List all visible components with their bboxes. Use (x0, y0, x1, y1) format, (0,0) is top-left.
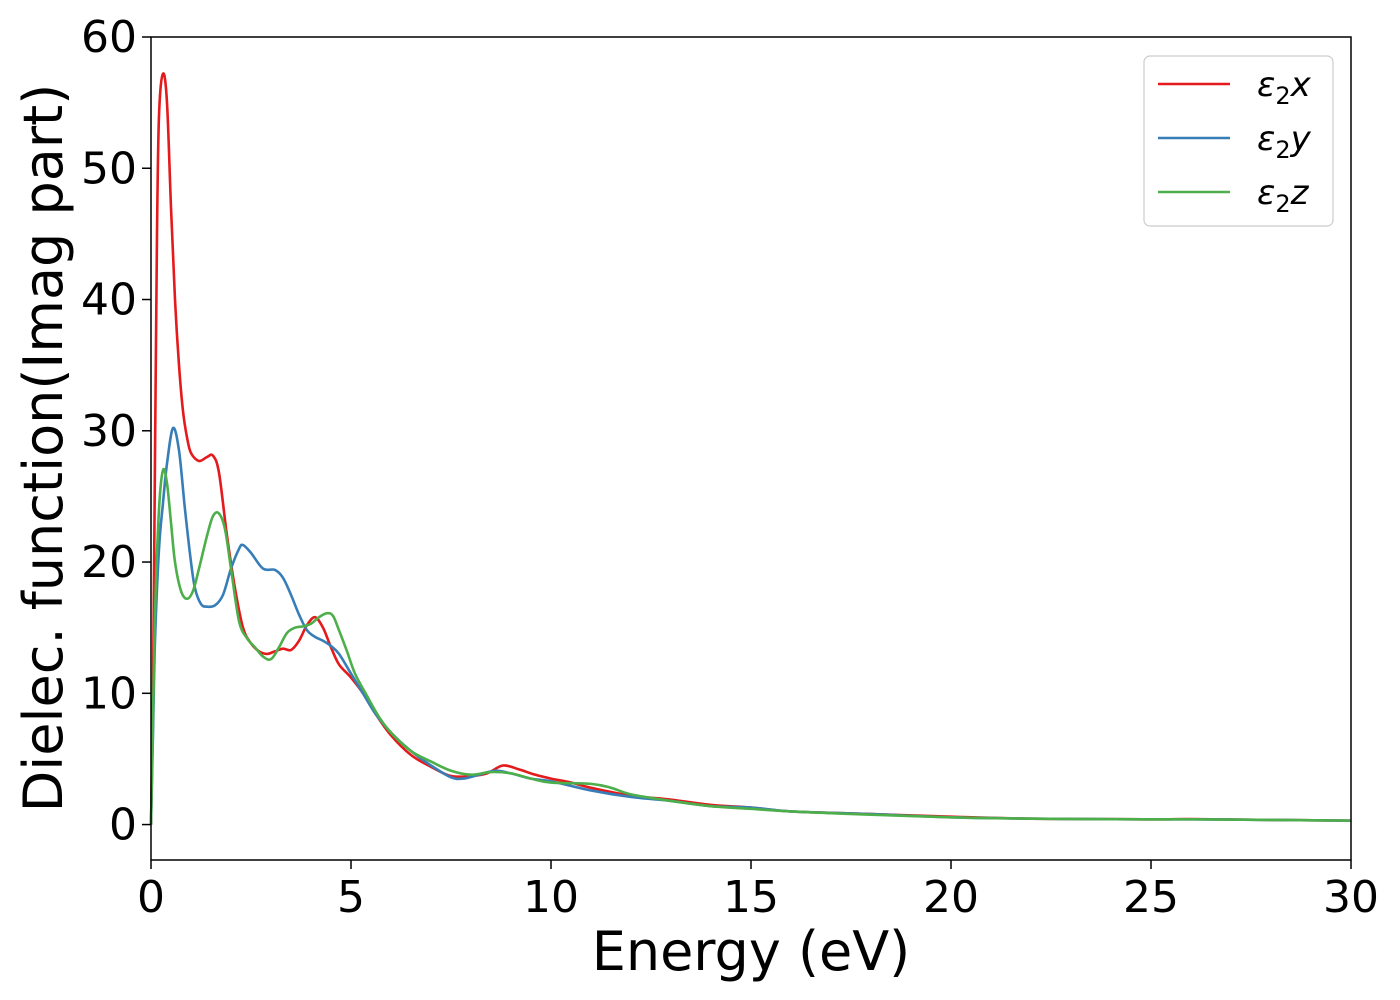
x-axis-ticks: 0 5 10 15 20 25 30 (137, 860, 1379, 923)
y-axis-ticks: 0 10 20 30 40 50 60 (81, 12, 151, 851)
legend: ε2x ε2y ε2z (1143, 55, 1334, 227)
y-tick-label: 60 (81, 12, 137, 63)
y-tick-label: 20 (81, 537, 137, 588)
x-tick-label: 15 (723, 872, 779, 923)
y-tick-label: 50 (81, 143, 137, 194)
series-layer (149, 72, 1352, 825)
y-tick-label: 40 (81, 275, 137, 326)
y-tick-label: 30 (81, 406, 137, 457)
x-tick-label: 5 (337, 872, 365, 923)
y-tick-label: 0 (109, 800, 137, 851)
legend-label-z: ε2z (1257, 173, 1310, 218)
x-tick-label: 30 (1323, 872, 1379, 923)
y-axis-title: Dielec. function(Imag part) (12, 84, 75, 813)
legend-box (1143, 55, 1334, 227)
x-tick-label: 10 (523, 872, 579, 923)
x-tick-label: 25 (1123, 872, 1179, 923)
series-line-x (149, 72, 1352, 825)
x-tick-label: 20 (923, 872, 979, 923)
y-tick-label: 10 (81, 668, 137, 719)
legend-label-y: ε2y (1257, 119, 1312, 164)
series-line-y (149, 426, 1352, 825)
legend-label-x: ε2x (1257, 65, 1312, 110)
x-tick-label: 0 (137, 872, 165, 923)
x-axis-title: Energy (eV) (592, 920, 911, 983)
series-line-z (149, 467, 1352, 825)
